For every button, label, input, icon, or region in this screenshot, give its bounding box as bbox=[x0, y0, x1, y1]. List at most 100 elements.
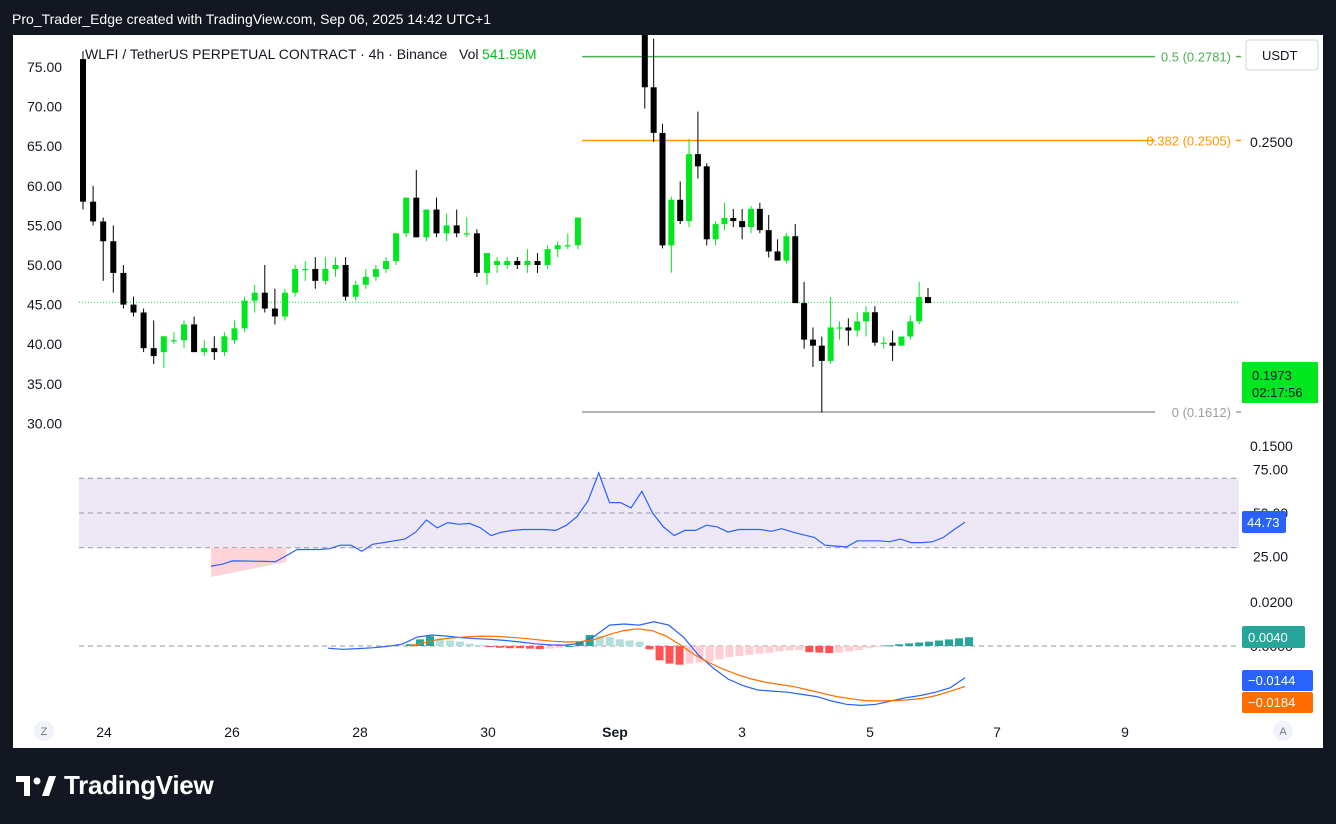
candle-body bbox=[100, 221, 107, 242]
chart-frame[interactable]: WLFI / TetherUS PERPETUAL CONTRACT · 4h … bbox=[13, 0, 1323, 748]
candle-body bbox=[221, 336, 228, 353]
candle-body bbox=[925, 297, 931, 304]
candle-body bbox=[827, 327, 834, 361]
macd-histogram-bar bbox=[635, 641, 644, 646]
price-pane[interactable]: 75.00 70.00 65.00 60.00 55.00 50.00 45.00 40.00… bbox=[27, 0, 1318, 454]
macd-histogram-bar bbox=[406, 644, 414, 646]
histogram-value: 0.0040 bbox=[1248, 630, 1288, 645]
timezone-button[interactable]: Z bbox=[34, 721, 54, 741]
candle-body bbox=[564, 245, 571, 247]
macd-histogram-bar bbox=[805, 646, 814, 653]
macd-histogram-bar bbox=[825, 646, 834, 654]
macd-value-tag bbox=[1242, 670, 1313, 691]
candle-body bbox=[739, 221, 746, 228]
candle-body bbox=[90, 201, 97, 222]
brand-name: TradingView bbox=[64, 770, 214, 800]
candle-body bbox=[801, 303, 808, 340]
candle-body bbox=[403, 197, 410, 234]
candle-body bbox=[730, 218, 737, 222]
time-axis-tick: 28 bbox=[352, 724, 368, 740]
candle-body bbox=[110, 241, 117, 273]
candle-body bbox=[677, 199, 684, 222]
candle-body bbox=[641, 0, 648, 88]
volume-label: Vol bbox=[459, 46, 478, 62]
candle-body bbox=[120, 272, 127, 305]
chart-canvas[interactable]: WLFI / TetherUS PERPETUAL CONTRACT · 4h … bbox=[13, 0, 1323, 748]
candle-body bbox=[393, 233, 400, 262]
candle-body bbox=[544, 249, 551, 265]
rsi-axis-tick: 75.00 bbox=[1253, 462, 1288, 478]
time-axis-tick: 9 bbox=[1121, 724, 1129, 740]
macd-histogram-bar bbox=[765, 646, 774, 653]
candle-body bbox=[534, 261, 541, 265]
macd-histogram-bar bbox=[455, 641, 464, 646]
macd-histogram-bar bbox=[895, 644, 904, 646]
left-axis-tick: 40.00 bbox=[27, 336, 62, 352]
candle-body bbox=[880, 342, 887, 344]
macd-histogram-bar bbox=[475, 644, 484, 646]
candle-body bbox=[774, 251, 781, 261]
candle-body bbox=[792, 236, 799, 304]
auto-scale-button[interactable]: A bbox=[1273, 721, 1293, 741]
candle-countdown: 02:17:56 bbox=[1252, 385, 1303, 400]
candle-body bbox=[80, 59, 86, 202]
candle-body bbox=[712, 224, 719, 240]
currency-label: USDT bbox=[1262, 48, 1297, 63]
candle-body bbox=[554, 245, 561, 250]
candle-body bbox=[514, 261, 521, 265]
candle-body bbox=[292, 268, 299, 293]
macd-histogram-bar bbox=[555, 646, 564, 648]
candle-body bbox=[322, 268, 329, 281]
candle-body bbox=[150, 348, 157, 357]
macd-histogram-bar bbox=[955, 638, 964, 646]
candle-body bbox=[504, 261, 511, 265]
tradingview-brand[interactable]: TradingView bbox=[16, 770, 214, 801]
volume-value: 541.95M bbox=[482, 46, 536, 62]
macd-histogram-bar bbox=[795, 646, 804, 650]
candle-body bbox=[916, 297, 923, 322]
candle-body bbox=[140, 312, 147, 349]
snapshot-caption: Pro_Trader_Edge created with TradingView… bbox=[12, 11, 492, 27]
rsi-axis-tick: 25.00 bbox=[1253, 549, 1288, 565]
symbol-legend: WLFI / TetherUS PERPETUAL CONTRACT · 4h … bbox=[85, 46, 536, 62]
candle-body bbox=[650, 87, 657, 133]
macd-histogram-bar bbox=[855, 646, 864, 650]
macd-histogram-bar bbox=[705, 646, 714, 662]
macd-histogram-bar bbox=[565, 646, 574, 647]
candle-body bbox=[433, 209, 440, 234]
candle-body bbox=[907, 321, 914, 337]
candle-body bbox=[818, 345, 825, 361]
candle-body bbox=[181, 324, 187, 341]
candle-body bbox=[332, 265, 339, 269]
time-axis-tick: 30 bbox=[480, 724, 496, 740]
candle-body bbox=[694, 154, 701, 167]
symbol-title: WLFI / TetherUS PERPETUAL CONTRACT · 4h … bbox=[85, 46, 448, 62]
left-axis-tick: 30.00 bbox=[27, 415, 62, 431]
candle-body bbox=[524, 261, 531, 265]
signal-value-tag bbox=[1242, 692, 1313, 713]
time-axis-tick: 24 bbox=[96, 724, 112, 740]
left-axis-tick: 60.00 bbox=[27, 178, 62, 194]
macd-histogram-bar bbox=[525, 646, 534, 649]
candle-body bbox=[668, 199, 675, 246]
macd-histogram-bar bbox=[775, 646, 784, 652]
macd-histogram-bar bbox=[445, 640, 454, 646]
candle-body bbox=[574, 217, 581, 246]
macd-axis-tick: 0.0200 bbox=[1250, 594, 1293, 610]
candle-body bbox=[748, 208, 754, 228]
macd-histogram-bar bbox=[875, 646, 884, 648]
macd-histogram-bar bbox=[685, 646, 694, 664]
macd-histogram-bar bbox=[545, 646, 554, 649]
macd-histogram-bar bbox=[885, 645, 894, 647]
candle-body bbox=[473, 233, 480, 273]
macd-histogram-bar bbox=[655, 646, 664, 661]
macd-histogram-bar bbox=[415, 639, 424, 646]
time-axis-tick: 3 bbox=[738, 724, 746, 740]
left-axis-tick: 70.00 bbox=[27, 99, 62, 115]
currency-button[interactable]: USDT bbox=[1245, 39, 1319, 71]
candle-body bbox=[871, 312, 878, 343]
macd-histogram-bar bbox=[465, 643, 474, 646]
time-axis-tick: 26 bbox=[224, 724, 240, 740]
